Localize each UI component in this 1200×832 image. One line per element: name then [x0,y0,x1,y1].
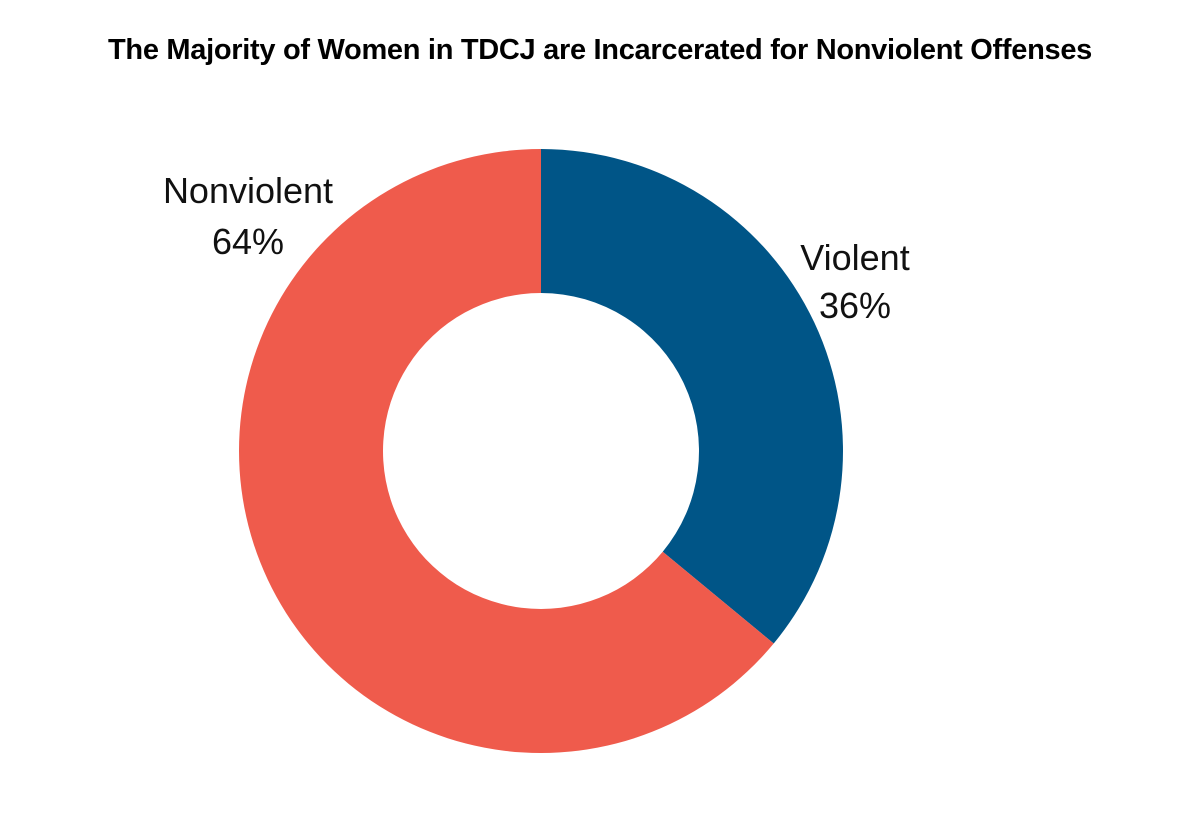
slice-label-violent: Violent [800,237,909,278]
slice-label-nonviolent: Nonviolent [163,170,333,211]
slice-value-nonviolent: 64% [212,221,284,262]
slice-value-violent: 36% [819,285,891,326]
slice-nonviolent [239,149,774,753]
slice-violent [541,149,844,644]
chart-title: The Majority of Women in TDCJ are Incarc… [108,34,1092,66]
